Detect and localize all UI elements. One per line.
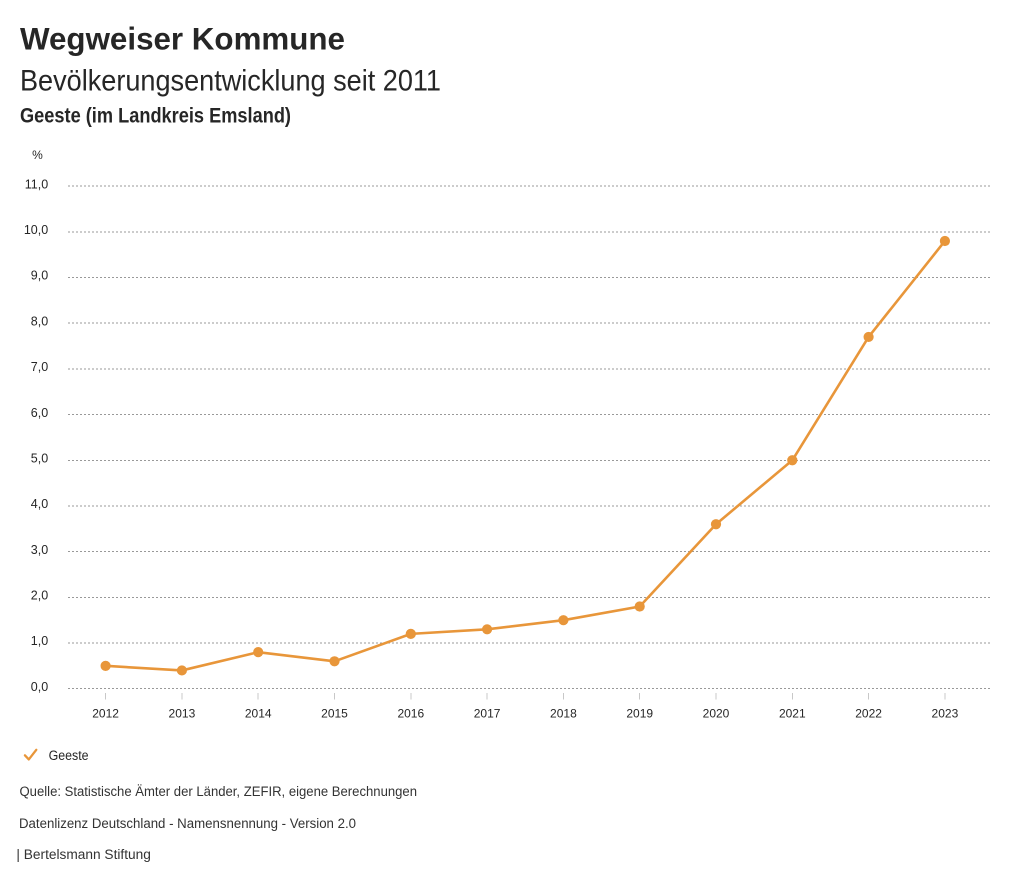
svg-text:2019: 2019: [626, 707, 653, 721]
svg-text:2017: 2017: [474, 707, 501, 721]
svg-text:| Bertelsmann Stiftung: | Bertelsmann Stiftung: [16, 847, 151, 862]
svg-text:%: %: [32, 148, 43, 162]
svg-text:2021: 2021: [779, 707, 806, 721]
svg-text:Geeste: Geeste: [49, 748, 89, 763]
svg-text:Quelle: Statistische Ämter der: Quelle: Statistische Ämter der Länder, Z…: [20, 784, 418, 799]
svg-text:2,0: 2,0: [31, 589, 48, 603]
svg-text:2013: 2013: [169, 707, 196, 721]
svg-text:9,0: 9,0: [31, 269, 48, 283]
svg-text:0,0: 0,0: [31, 680, 48, 694]
svg-text:6,0: 6,0: [31, 406, 48, 420]
svg-text:2012: 2012: [92, 707, 119, 721]
svg-text:2014: 2014: [245, 707, 272, 721]
svg-text:2020: 2020: [703, 707, 730, 721]
svg-text:2016: 2016: [397, 707, 424, 721]
svg-text:7,0: 7,0: [31, 360, 48, 374]
svg-text:4,0: 4,0: [31, 497, 48, 511]
svg-text:1,0: 1,0: [31, 634, 48, 648]
svg-text:3,0: 3,0: [31, 543, 48, 557]
svg-text:2018: 2018: [550, 707, 577, 721]
svg-text:Bevölkerungsentwicklung seit 2: Bevölkerungsentwicklung seit 2011: [20, 65, 441, 98]
svg-text:Datenlizenz Deutschland - Name: Datenlizenz Deutschland - Namensnennung …: [19, 816, 356, 831]
svg-text:11,0: 11,0: [25, 177, 48, 191]
svg-text:2023: 2023: [932, 707, 959, 721]
svg-text:Geeste (im Landkreis Emsland): Geeste (im Landkreis Emsland): [20, 105, 291, 128]
svg-text:Wegweiser Kommune: Wegweiser Kommune: [20, 21, 345, 57]
svg-text:8,0: 8,0: [31, 314, 48, 328]
svg-text:5,0: 5,0: [31, 451, 48, 465]
svg-text:10,0: 10,0: [24, 223, 48, 237]
svg-text:2015: 2015: [321, 707, 348, 721]
svg-text:2022: 2022: [855, 707, 882, 721]
